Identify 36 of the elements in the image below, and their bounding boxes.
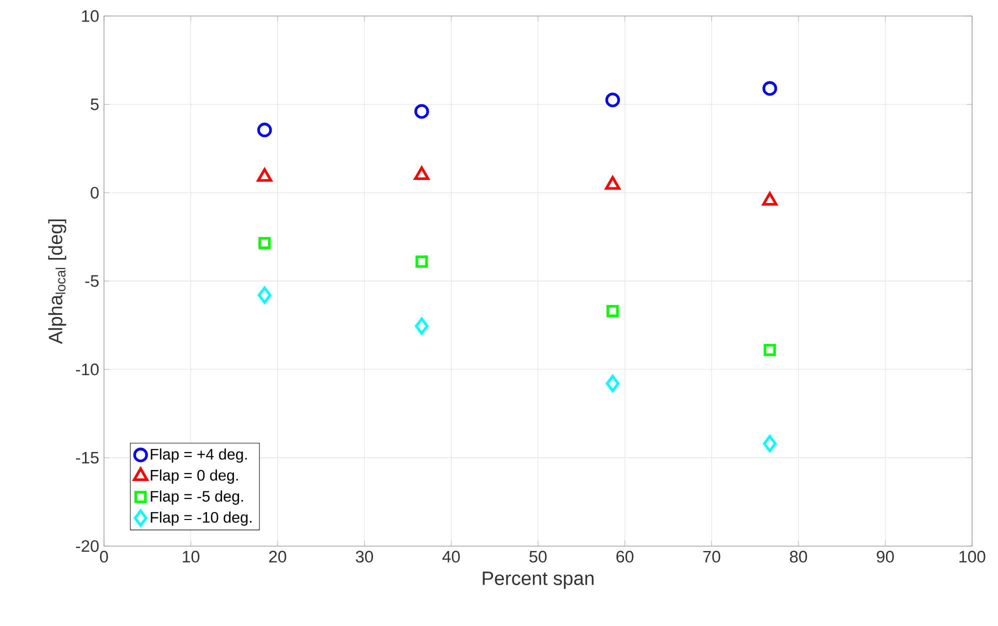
point bbox=[414, 317, 429, 335]
point bbox=[414, 104, 430, 119]
point bbox=[764, 344, 776, 356]
y-tick-label: -15 bbox=[76, 452, 99, 464]
x-tick-label: 80 bbox=[790, 550, 808, 563]
y-tick-label: 5 bbox=[90, 98, 99, 110]
y-tick-label: 10 bbox=[82, 10, 99, 22]
x-tick-label: 60 bbox=[616, 550, 634, 563]
legend-label: Flap = 0 deg. bbox=[150, 469, 238, 484]
point bbox=[258, 286, 272, 304]
point bbox=[606, 304, 619, 318]
x-tick-label: 10 bbox=[182, 550, 200, 563]
x-tick-label: 0 bbox=[100, 550, 108, 563]
x-tick-label: 50 bbox=[529, 550, 547, 563]
point bbox=[763, 434, 777, 452]
x-axis-title: Percent span bbox=[482, 572, 594, 589]
y-tick-label: -10 bbox=[76, 364, 99, 376]
y-tick-label: 0 bbox=[90, 186, 99, 199]
x-tick-label: 70 bbox=[703, 550, 720, 563]
y-axis-title: Alpha$_{local}$ [deg] bbox=[48, 219, 66, 344]
point bbox=[762, 81, 778, 96]
point bbox=[605, 92, 620, 108]
x-tick-label: 40 bbox=[442, 550, 460, 563]
y-tick-label: -20 bbox=[76, 540, 99, 552]
legend-label: Flap = -5 deg. bbox=[150, 490, 243, 505]
point bbox=[258, 236, 271, 250]
x-tick-label: 20 bbox=[269, 550, 286, 563]
legend-label: Flap = +4 deg. bbox=[150, 448, 247, 463]
x-tick-label: 30 bbox=[356, 550, 374, 563]
x-tick-label: 90 bbox=[876, 550, 894, 563]
point bbox=[257, 122, 272, 138]
legend-label: Flap = -10 deg. bbox=[150, 512, 252, 526]
x-tick-label: 100 bbox=[959, 550, 986, 563]
point bbox=[416, 255, 428, 268]
y-tick-label: -5 bbox=[85, 275, 99, 287]
point bbox=[606, 374, 620, 392]
